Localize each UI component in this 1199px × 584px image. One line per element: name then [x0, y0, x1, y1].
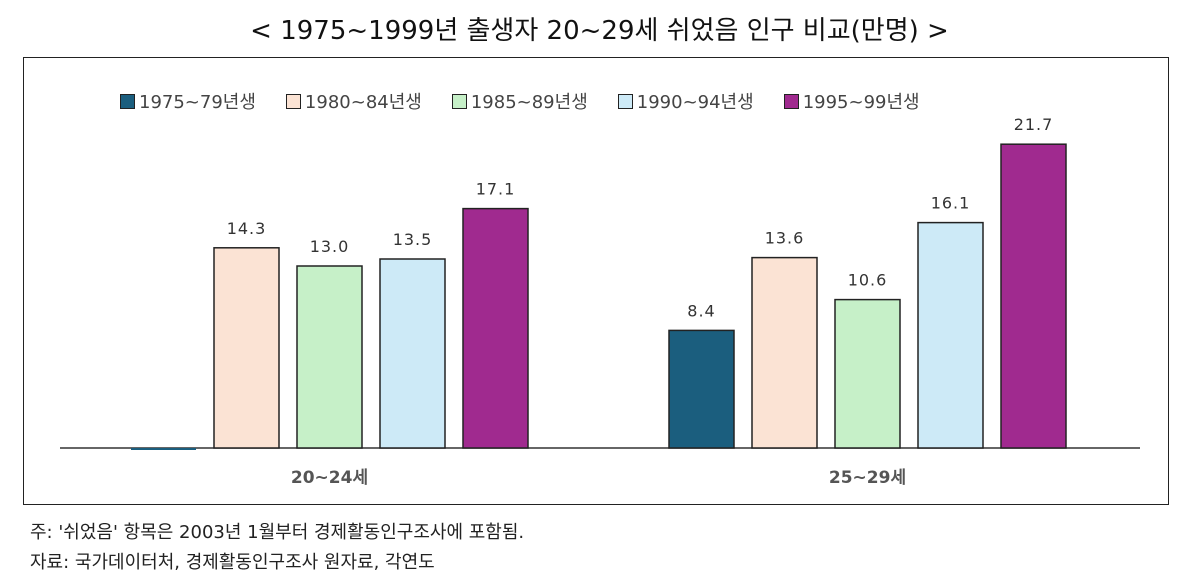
legend-item: 1990~94년생: [617, 88, 754, 114]
x-tick-label: 20~24세: [291, 468, 368, 488]
chart-frame: [23, 57, 1169, 505]
legend-swatch: [783, 93, 799, 109]
bar: [751, 256, 818, 449]
legend-item: 1980~84년생: [285, 88, 422, 114]
bar: [213, 247, 280, 449]
legend-label: 1990~94년생: [636, 92, 754, 113]
bar: [462, 207, 529, 449]
legend-swatch: [617, 93, 633, 109]
legend-swatch: [451, 93, 467, 109]
data-label: 21.7: [1014, 115, 1054, 134]
legend-label: 1985~89년생: [470, 92, 588, 113]
data-label: 17.1: [476, 180, 516, 199]
data-label: 8.4: [687, 301, 715, 320]
legend-label: 1995~99년생: [802, 92, 920, 113]
data-label: 16.1: [931, 194, 971, 213]
source-text: 자료: 국가데이터처, 경제활동인구조사 원자료, 각연도: [30, 552, 435, 573]
data-label: 13.6: [765, 229, 805, 248]
x-tick-label: 25~29세: [829, 468, 906, 488]
legend-label: 1975~79년생: [139, 92, 256, 113]
bar: [668, 329, 735, 449]
bar: [379, 258, 446, 449]
data-label: 10.6: [848, 271, 888, 290]
legend-swatch: [285, 93, 301, 109]
data-label: 14.3: [227, 219, 267, 238]
legend-label: 1980~84년생: [304, 92, 422, 113]
legend-item: 1985~89년생: [451, 88, 588, 114]
bar: [296, 265, 363, 449]
note-text: 주: '쉬었음' 항목은 2003년 1월부터 경제활동인구조사에 포함됨.: [30, 522, 525, 543]
bar: [834, 298, 901, 449]
bar: [917, 221, 984, 449]
legend-item: 1975~79년생: [120, 88, 256, 114]
chart-title: < 1975~1999년 출생자 20~29세 쉬었음 인구 비교(만명) >: [250, 16, 949, 46]
data-label: 13.0: [310, 237, 350, 256]
legend: 1975~79년생 1980~84년생 1985~89년생 1990~94년생 1995…: [120, 88, 920, 114]
legend-swatch: [120, 93, 135, 109]
legend-item: 1995~99년생: [783, 88, 920, 114]
bar: [1000, 143, 1067, 449]
data-label: 13.5: [393, 230, 433, 249]
